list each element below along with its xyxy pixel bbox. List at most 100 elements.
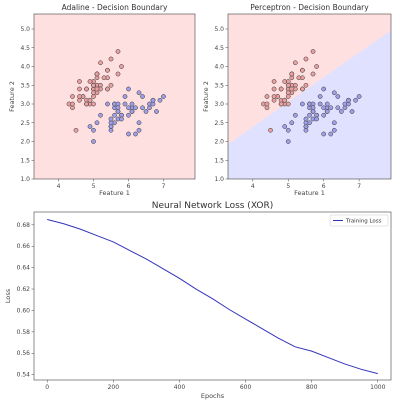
class-a-point: [73, 127, 79, 133]
class-b-point: [356, 94, 362, 99]
y-tick-label: 4.5: [214, 45, 224, 52]
class-b-point: [292, 112, 298, 118]
class-a-point: [105, 67, 110, 73]
class-b-point: [126, 105, 131, 111]
class-b-point: [335, 94, 341, 99]
y-tick-label: 0.54: [17, 372, 31, 379]
class-b-point: [140, 105, 145, 111]
class-b-point: [285, 127, 291, 133]
class-b-point: [346, 97, 351, 103]
y-tick-label: 0.60: [17, 307, 31, 314]
y-tick-label: 0.56: [17, 350, 31, 357]
class-b-point: [321, 112, 327, 118]
class-a-point: [278, 101, 284, 107]
plot-frame: [33, 211, 392, 381]
y-tick-label: 3.5: [214, 82, 224, 89]
class-a-point: [268, 127, 273, 133]
class-a-point: [314, 64, 319, 69]
class-b-point: [91, 127, 96, 133]
class-b-point: [353, 97, 358, 103]
training-loss-line: [47, 219, 378, 375]
class-a-point: [91, 90, 96, 96]
y-axis-label: Feature 2: [202, 81, 210, 112]
class-b-point: [119, 116, 124, 122]
class-b-point: [331, 90, 337, 96]
y-tick-label: 0.68: [17, 222, 31, 229]
class-a-point: [296, 75, 302, 81]
class-b-point: [129, 109, 135, 114]
class-b-point: [331, 127, 337, 133]
class-a-point: [77, 94, 82, 99]
class-a-point: [264, 101, 270, 107]
class-b-point: [136, 127, 142, 133]
x-axis-label: Epochs: [201, 392, 225, 400]
class-b-point: [289, 120, 295, 126]
class-a-point: [115, 49, 121, 54]
class-a-point: [310, 71, 316, 77]
class-b-point: [133, 131, 138, 137]
class-a-point: [285, 90, 291, 96]
class-b-point: [328, 105, 334, 111]
y-tick-label: 2.0: [214, 139, 224, 146]
class-a-point: [289, 86, 295, 92]
class-b-point: [154, 109, 159, 114]
class-b-point: [303, 116, 309, 122]
legend-box: [329, 214, 389, 227]
class-a-point: [278, 86, 284, 92]
class-b-point: [349, 109, 355, 114]
class-b-point: [328, 131, 334, 137]
class-b-point: [339, 109, 344, 114]
y-tick-label: 3.5: [20, 82, 30, 89]
class-a-point: [87, 79, 93, 84]
class-b-point: [317, 94, 323, 99]
y-tick-label: 2.0: [20, 139, 30, 146]
y-tick-label: 1.0: [20, 176, 30, 183]
y-axis-label: Feature 2: [8, 81, 16, 112]
class-b-point: [161, 94, 166, 99]
class-b-point: [91, 139, 96, 144]
x-tick-label: 0: [45, 384, 49, 391]
class-b-point: [324, 101, 330, 107]
plot-frame: [227, 13, 392, 180]
x-axis-label: Feature 1: [294, 189, 325, 197]
class-b-point: [136, 90, 142, 96]
y-axis-label: Loss: [4, 288, 12, 303]
class-a-point: [310, 49, 316, 54]
y-tick-label: 0.64: [17, 265, 31, 272]
class-b-point: [321, 105, 327, 111]
class-a-point: [300, 67, 305, 73]
x-tick-label: 4: [251, 183, 255, 190]
class-b-point: [282, 124, 288, 129]
plot-background: [34, 212, 391, 380]
class-a-point: [119, 64, 124, 69]
x-tick-label: 200: [108, 384, 120, 391]
y-tick-label: 3.0: [214, 101, 224, 108]
class-b-point: [285, 139, 291, 144]
plot-area: [34, 14, 195, 179]
y-tick-label: 0.66: [17, 243, 31, 250]
chart-1: 4 5 6 7 1.0 1.5 2.0 2.5 3.0 3.5 4.0 4.5 5.0 Adaline -…: [8, 3, 196, 197]
y-tick-label: 4.5: [20, 45, 30, 52]
y-tick-label: 1.5: [214, 157, 224, 164]
class-b-point: [126, 131, 131, 137]
plot-frame: [33, 13, 196, 180]
class-a-point: [108, 82, 114, 88]
class-b-point: [94, 120, 100, 126]
class-a-point: [300, 86, 305, 92]
class-b-point: [140, 94, 145, 99]
class-a-point: [91, 101, 96, 107]
class-b-point: [317, 101, 323, 107]
x-tick-label: 5: [286, 183, 290, 190]
class-a-point: [115, 71, 121, 77]
class-b-point: [321, 131, 327, 137]
class-b-point: [143, 109, 149, 114]
class-b-point: [310, 109, 316, 114]
class-b-point: [87, 124, 93, 129]
class-b-point: [129, 101, 135, 107]
x-tick-label: 600: [240, 384, 252, 391]
class-a-point: [70, 101, 75, 107]
chart-title: Adaline - Decision Boundary: [62, 3, 168, 12]
legend-label: Training Loss: [345, 219, 382, 225]
y-tick-label: 4.0: [20, 64, 30, 71]
